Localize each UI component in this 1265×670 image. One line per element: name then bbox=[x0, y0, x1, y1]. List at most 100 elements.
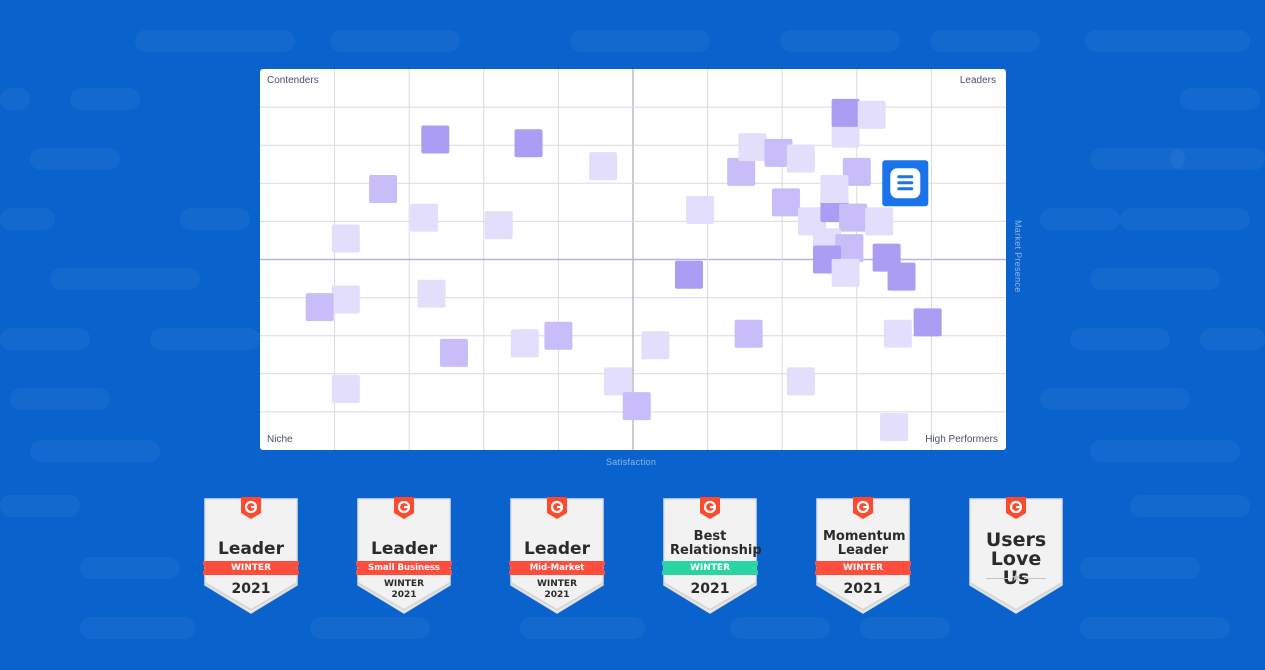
data-point bbox=[674, 260, 703, 289]
data-point bbox=[913, 308, 942, 337]
data-point bbox=[857, 100, 886, 129]
background-pill bbox=[135, 30, 295, 52]
data-point bbox=[439, 338, 468, 367]
badge-title: Leader bbox=[218, 539, 284, 559]
background-pill bbox=[1090, 148, 1185, 170]
badge-year: 2021 bbox=[544, 590, 570, 600]
background-pill bbox=[1070, 328, 1170, 350]
background-pill bbox=[1080, 557, 1200, 579]
badge-title: Leader bbox=[371, 539, 437, 559]
background-pill bbox=[0, 495, 80, 517]
data-point bbox=[331, 224, 360, 253]
list-app-logo-icon bbox=[882, 160, 929, 207]
badge-title: Momentum Leader bbox=[823, 529, 906, 558]
g2-logo-icon bbox=[241, 497, 261, 519]
g2-badge: Leader WINTER 2021 bbox=[203, 497, 299, 615]
background-pill bbox=[1180, 88, 1260, 110]
data-point bbox=[786, 367, 815, 396]
background-pill bbox=[1090, 440, 1240, 462]
data-point bbox=[831, 258, 860, 287]
chart-plot-area bbox=[260, 69, 1006, 450]
star-icon: ★ bbox=[968, 571, 1064, 584]
data-point bbox=[764, 138, 793, 167]
badge-year: 2021 bbox=[843, 581, 883, 597]
background-pill bbox=[80, 557, 180, 579]
grid-chart: Contenders Leaders Niche High Performers bbox=[260, 69, 1006, 450]
data-point bbox=[872, 243, 901, 272]
data-point bbox=[771, 188, 800, 217]
data-point bbox=[410, 203, 439, 232]
background-pill bbox=[570, 30, 710, 52]
badge-ribbon-label: Small Business bbox=[368, 563, 440, 573]
data-point bbox=[331, 375, 360, 404]
badge-year: 2021 bbox=[690, 581, 730, 597]
g2-logo-icon bbox=[853, 497, 873, 519]
g2-badge: Users Love Us ★ bbox=[968, 497, 1064, 615]
background-pill bbox=[310, 617, 430, 639]
data-point bbox=[738, 133, 767, 162]
data-point bbox=[883, 319, 912, 348]
background-pill bbox=[1130, 495, 1250, 517]
background-pill bbox=[520, 617, 645, 639]
background-pill bbox=[0, 328, 90, 350]
g2-logo-icon bbox=[547, 497, 567, 519]
data-point bbox=[686, 195, 715, 224]
badge-ribbon-label: WINTER bbox=[842, 563, 884, 573]
data-point bbox=[820, 175, 849, 204]
background-pill bbox=[1090, 268, 1220, 290]
data-point bbox=[421, 125, 450, 154]
background-pill bbox=[0, 88, 30, 110]
data-point bbox=[839, 203, 868, 232]
badge-ribbon-label: Mid-Market bbox=[529, 563, 585, 573]
data-point bbox=[831, 98, 860, 127]
data-point bbox=[510, 329, 539, 358]
badge-ribbon-label: WINTER bbox=[230, 563, 272, 573]
data-point bbox=[727, 157, 756, 186]
g2-badge: Momentum Leader WINTER 2021 bbox=[815, 497, 911, 615]
badge-year: 2021 bbox=[231, 581, 271, 597]
background-pill bbox=[150, 328, 260, 350]
g2-logo-icon bbox=[394, 497, 414, 519]
data-point bbox=[305, 293, 334, 322]
badge-title: Leader bbox=[524, 539, 590, 559]
background-pill bbox=[1170, 148, 1265, 170]
data-point bbox=[514, 129, 543, 158]
data-point bbox=[842, 157, 871, 186]
data-point bbox=[604, 367, 633, 396]
x-axis-label: Satisfaction bbox=[606, 457, 657, 467]
data-point bbox=[641, 331, 670, 360]
background-pill bbox=[0, 208, 55, 230]
data-point bbox=[589, 152, 618, 181]
background-pill bbox=[50, 268, 200, 290]
data-point bbox=[734, 319, 763, 348]
data-point bbox=[331, 285, 360, 314]
background-pill bbox=[860, 617, 950, 639]
background-pill bbox=[730, 617, 830, 639]
badge-title: Best Relationship bbox=[670, 529, 762, 558]
background-pill bbox=[10, 388, 110, 410]
background-pill bbox=[30, 148, 120, 170]
data-point bbox=[417, 279, 446, 308]
background-pill bbox=[330, 30, 460, 52]
background-pill bbox=[930, 30, 1040, 52]
background-pill bbox=[1085, 30, 1250, 52]
g2-badge: Leader Small Business WINTER 2021 bbox=[356, 497, 452, 615]
data-point bbox=[484, 211, 513, 240]
corner-label-bottom-left: Niche bbox=[267, 434, 293, 445]
badge-ribbon-label: WINTER bbox=[689, 563, 731, 573]
g2-logo-icon bbox=[1006, 497, 1026, 519]
background-pill bbox=[180, 208, 250, 230]
background-pill bbox=[1120, 208, 1250, 230]
background-pill bbox=[780, 30, 900, 52]
corner-label-bottom-right: High Performers bbox=[925, 434, 998, 445]
background-pill bbox=[1040, 208, 1120, 230]
background-pill bbox=[1040, 388, 1190, 410]
background-pill bbox=[80, 617, 195, 639]
g2-badge: Leader Mid-Market WINTER 2021 bbox=[509, 497, 605, 615]
badge-season: WINTER bbox=[536, 579, 578, 589]
data-point bbox=[786, 144, 815, 173]
badge-title: Users Love Us bbox=[985, 529, 1047, 589]
data-point bbox=[865, 207, 894, 236]
data-point bbox=[369, 175, 398, 204]
